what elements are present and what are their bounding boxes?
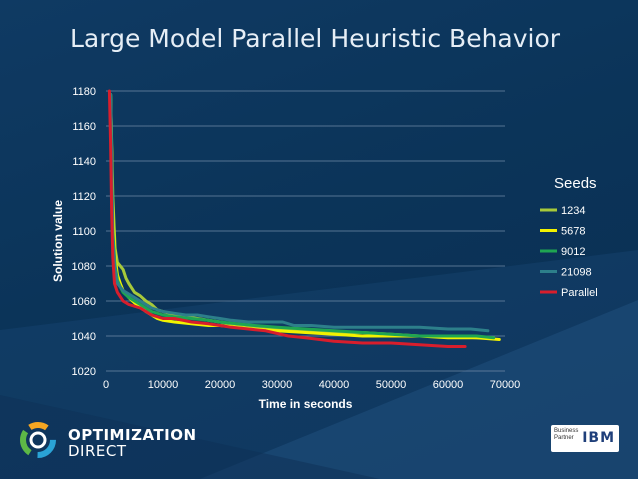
x-axis-label: Time in seconds: [259, 397, 353, 411]
y-tick-label: 1020: [72, 366, 96, 378]
brand-name-line1: OPTIMIZATION: [68, 426, 197, 444]
x-tick-label: 60000: [433, 379, 464, 391]
series-line-21098: [109, 93, 490, 333]
y-axis-label: Solution value: [51, 200, 65, 282]
y-tick-label: 1040: [72, 331, 96, 343]
x-tick-label: 10000: [148, 379, 179, 391]
brand-name-line2: DIRECT: [68, 442, 127, 460]
x-tick-label: 40000: [319, 379, 350, 391]
y-tick-label: 1160: [72, 121, 96, 133]
y-tick-label: 1080: [72, 261, 96, 273]
y-tick-label: 1060: [72, 296, 96, 308]
series-line-5678: [109, 93, 501, 341]
legend-label-5678: 5678: [561, 226, 585, 238]
x-tick-label: 50000: [376, 379, 407, 391]
y-tick-label: 1100: [72, 226, 96, 238]
series-line-parallel: [107, 89, 467, 348]
legend-label-parallel: Parallel: [561, 287, 598, 299]
y-tick-label: 1180: [72, 86, 96, 98]
axes: 1020 1040 1060 1080 1100 1120 1140 1160 1180 0 100…: [72, 86, 521, 391]
legend: Seeds 1234 5678 9012 21098 Parallel: [540, 175, 598, 299]
legend-label-21098: 21098: [561, 267, 592, 279]
y-tick-label: 1120: [72, 191, 96, 203]
ibm-logo: IBM: [582, 430, 615, 446]
series-lines: [107, 89, 501, 348]
partner-caption: Business Partner: [554, 428, 579, 441]
slide-title: Large Model Parallel Heuristic Behavior: [70, 24, 561, 53]
legend-title: Seeds: [554, 175, 597, 192]
x-tick-label: 20000: [205, 379, 236, 391]
ibm-business-partner-badge: Business Partner IBM: [551, 425, 619, 452]
legend-label-9012: 9012: [561, 246, 585, 258]
x-tick-label: 0: [103, 379, 109, 391]
grid-lines: [106, 90, 505, 372]
x-tick-label: 70000: [490, 379, 521, 391]
legend-label-1234: 1234: [561, 205, 585, 217]
x-tick-label: 30000: [262, 379, 293, 391]
optimization-direct-logo-icon: [20, 422, 56, 458]
y-tick-label: 1140: [72, 156, 96, 168]
